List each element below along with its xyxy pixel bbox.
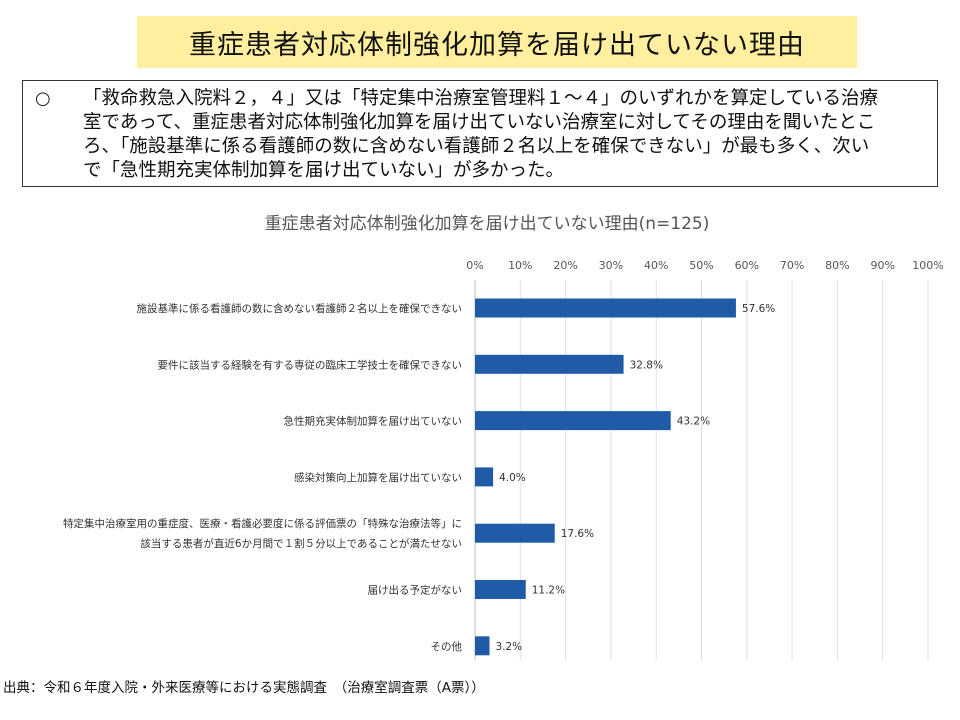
- x-tick-label: 30%: [599, 259, 623, 272]
- bar: [475, 580, 526, 599]
- x-tick-label: 20%: [553, 259, 577, 272]
- bar: [475, 298, 736, 318]
- chart-bars: 57.6% 施設基準に係る看護師の数に含めない看護師２名以上を確保できない 32.8…: [63, 298, 775, 656]
- bar: [475, 467, 494, 487]
- title-banner: 重症患者対応体制強化加算を届け出ていない理由: [137, 16, 857, 68]
- category-label: 急性期充実体制加算を届け出ていない: [284, 415, 463, 428]
- data-label: 17.6%: [561, 528, 594, 540]
- chart-title: 重症患者対応体制強化加算を届け出ていない理由(n=125): [265, 214, 710, 234]
- chart-gridlines: [474, 280, 929, 660]
- x-tick-label: 40%: [644, 259, 668, 272]
- category-label: 感染対策向上加算を届け出ていない: [294, 471, 462, 484]
- category-label: その他: [431, 640, 463, 653]
- source-note: 出典：令和６年度入院・外来医療等における実態調査 （治療室調査票（A票））: [3, 680, 485, 696]
- bar: [475, 636, 490, 656]
- data-label: 43.2%: [677, 416, 710, 428]
- category-label: 届け出る予定がない: [368, 584, 463, 597]
- x-tick-label: 80%: [825, 259, 849, 272]
- bar: [475, 411, 671, 431]
- x-tick-label: 60%: [735, 259, 759, 272]
- summary-box: ○ 「救命救急入院料２，４」又は「特定集中治療室管理料１～４」のいずれかを算定し…: [22, 80, 938, 187]
- data-label: 11.2%: [532, 585, 565, 597]
- bar: [475, 523, 555, 543]
- bar: [475, 354, 624, 374]
- page-title: 重症患者対応体制強化加算を届け出ていない理由: [189, 29, 805, 61]
- x-tick-label: 70%: [780, 259, 804, 272]
- data-label: 57.6%: [742, 303, 775, 315]
- data-label: 32.8%: [630, 359, 663, 371]
- data-label: 3.2%: [495, 641, 522, 653]
- bullet-circle: ○: [35, 88, 51, 109]
- bar-chart: 重症患者対応体制強化加算を届け出ていない理由(n=125) 0% 10% 20% 30…: [63, 214, 944, 660]
- summary-text: 「救命救急入院料２，４」又は「特定集中治療室管理料１～４」のいずれかを算定してい…: [83, 88, 878, 181]
- x-tick-label: 10%: [508, 259, 532, 272]
- category-label: 該当する患者が直近6か月間で１割５分以上であることが満たせない: [140, 537, 462, 550]
- data-label: 4.0%: [499, 472, 526, 484]
- x-tick-label: 0%: [466, 259, 483, 272]
- category-label: 要件に該当する経験を有する専従の臨床工学技士を確保できない: [158, 358, 463, 371]
- x-tick-label: 90%: [870, 259, 894, 272]
- chart-x-ticks: 0% 10% 20% 30% 40% 50% 60% 70% 80% 90% 100%: [466, 259, 943, 272]
- category-label: 施設基準に係る看護師の数に含めない看護師２名以上を確保できない: [137, 302, 463, 315]
- x-tick-label: 100%: [912, 259, 943, 272]
- x-tick-label: 50%: [689, 259, 713, 272]
- category-label: 特定集中治療室用の重症度、医療・看護必要度に係る評価票の「特殊な治療法等」に: [63, 517, 462, 530]
